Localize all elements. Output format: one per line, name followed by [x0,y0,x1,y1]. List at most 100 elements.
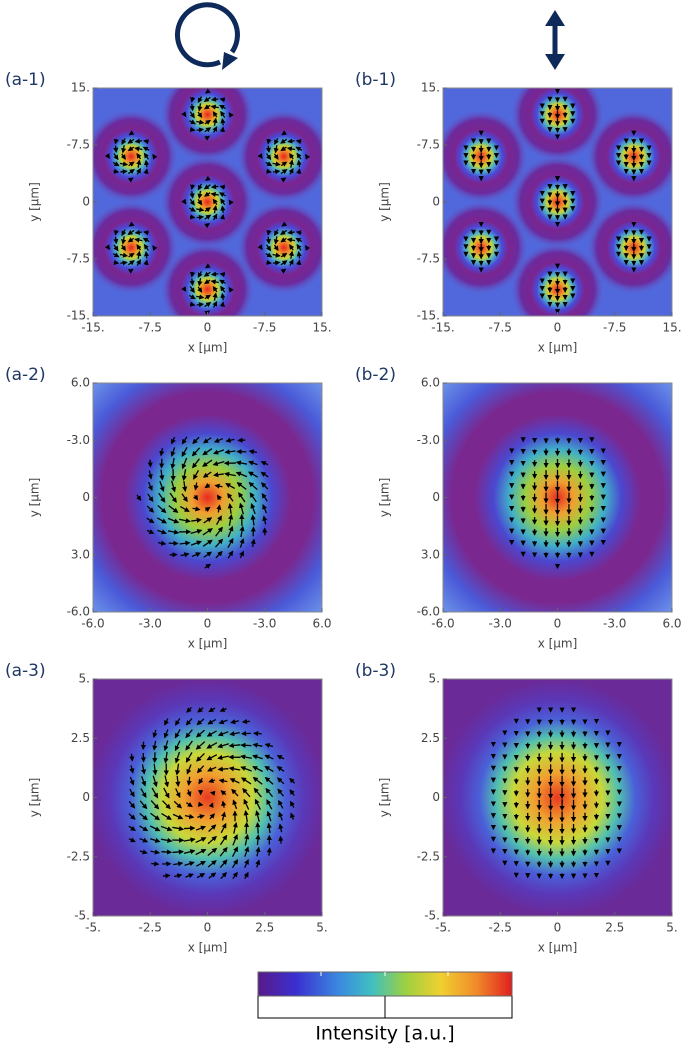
vector-arrow [288,159,294,168]
intensity-spot [586,109,672,204]
vector-arrow [210,191,219,198]
double-arrow-heads [545,10,565,70]
vector-arrow [134,237,143,243]
vector-arrow [280,169,288,175]
vector-arrow [273,236,279,245]
x-tick-label: 0 [204,321,212,335]
vector-arrow [252,766,263,773]
vector-arrow [236,482,247,490]
vector-arrow [220,872,228,880]
vector-arrow [219,834,228,846]
vector-arrow [143,259,149,266]
x-tick-label: -3.0 [603,617,626,631]
vector-arrow [274,229,279,237]
vector-arrow [146,505,155,513]
vector-arrow [243,798,250,810]
vector-arrow [238,502,244,515]
vector-arrow [143,168,149,174]
vector-arrow [196,302,205,308]
vector-arrow [220,790,227,796]
vector-arrow [128,837,136,843]
vector-arrow [240,754,252,760]
vector-arrow [296,243,302,251]
vector-arrow [289,800,295,808]
vector-arrow [204,127,212,133]
vector-arrow [136,244,142,251]
x-tick-label: -5. [435,921,451,935]
vector-arrow [204,302,212,308]
vector-arrow [157,529,167,535]
vector-arrow [229,778,240,784]
vector-arrow [216,504,222,513]
vector-arrow [112,252,120,258]
vector-arrow [159,480,165,492]
heatmap-background [443,679,672,916]
vector-field [509,437,606,570]
vector-arrow [212,204,218,214]
circle-arrow [174,2,240,68]
vector-arrow [141,776,147,787]
vector-arrow [163,740,169,752]
vector-arrow [160,825,173,832]
vector-arrow [197,111,203,119]
vector-arrow [139,837,149,843]
vector-arrow [179,518,191,524]
vector-arrow [219,192,226,198]
vector-arrow [210,279,219,285]
x-tick-label: -15. [81,321,104,335]
vector-arrow [175,788,181,798]
vector-arrow [266,259,272,266]
vector-arrow [266,810,272,822]
vector-arrow [134,146,143,152]
vector-arrow [277,788,284,797]
vector-arrow [248,449,258,455]
vector-arrow [228,766,241,772]
vector-arrow [202,471,212,478]
vector-arrow [261,492,268,502]
vector-arrow [127,229,135,235]
vector-arrow [202,437,212,444]
vector-arrow [266,230,272,236]
x-axis-label: x [μm] [188,941,228,955]
vector-arrow [189,111,195,119]
vector-arrow [220,110,226,118]
vector-arrow [250,503,256,515]
vector-arrow [191,517,202,523]
vector-arrow [250,538,256,548]
colorbar-bracket [257,996,513,1019]
vector-arrow [239,525,245,538]
vector-arrow [120,244,126,252]
vector-arrow [253,787,262,798]
vector-arrow [143,159,150,168]
vector-arrow [119,252,129,258]
vector-arrow [225,483,236,490]
panel-label: (a-1) [5,70,46,90]
vector-arrow [164,775,170,788]
vector-arrow [159,447,165,457]
vector-arrow [181,493,188,503]
vector-arrow [280,229,288,235]
vector-arrow [231,788,239,797]
y-tick-label: -6.0 [67,605,90,619]
vector-arrow [128,130,135,136]
vector-arrow [203,517,213,524]
panel-label: (b-1) [355,70,396,90]
x-tick-label: -5. [85,921,101,935]
vector-arrow [265,236,272,245]
vector-arrow [128,252,135,258]
x-axis-label: x [μm] [188,341,228,355]
vector-arrow [248,460,258,466]
vector-arrow [196,206,205,213]
vector-arrow [150,800,160,810]
vector-arrow [228,514,234,526]
vector-arrow [265,145,272,154]
intensity-spot [160,154,255,250]
x-tick-label: -2.5 [489,921,512,935]
vector-arrow [170,457,176,470]
vector-arrow [220,117,226,126]
vector-arrow [113,168,120,174]
vector-arrow [218,719,228,725]
vector-arrow [289,152,295,160]
vector-arrow [196,214,205,220]
vector-arrow [243,810,249,822]
